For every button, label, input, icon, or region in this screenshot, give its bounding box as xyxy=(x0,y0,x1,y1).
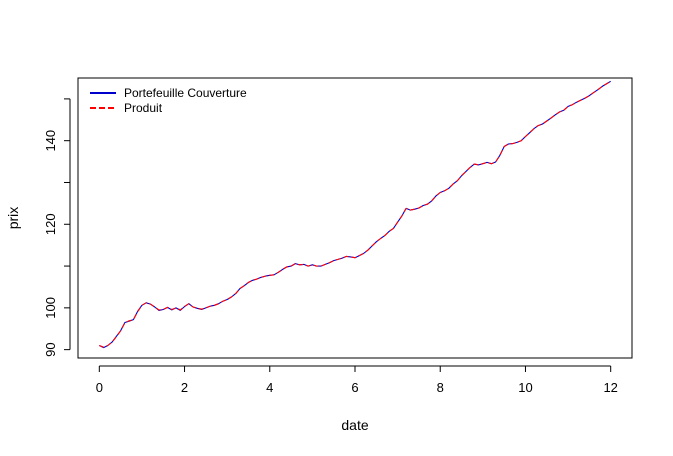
x-tick-label: 10 xyxy=(518,380,532,395)
y-tick-label: 100 xyxy=(43,297,58,319)
y-axis-title: prix xyxy=(5,207,21,230)
x-tick-label: 0 xyxy=(96,380,103,395)
y-tick-label: 120 xyxy=(43,213,58,235)
x-tick-label: 2 xyxy=(181,380,188,395)
plot-frame xyxy=(77,77,633,359)
y-tick-label: 140 xyxy=(43,130,58,152)
legend-label: Portefeuille Couverture xyxy=(124,86,247,100)
x-tick-label: 12 xyxy=(603,380,617,395)
x-tick-label: 6 xyxy=(351,380,358,395)
series-line-produit xyxy=(99,80,611,348)
series-line-portefeuille-couverture xyxy=(99,80,611,349)
x-axis: 0 2 4 6 8 10 12 xyxy=(96,365,618,395)
y-tick-label: 90 xyxy=(43,342,58,356)
legend-label: Produit xyxy=(124,101,163,115)
x-tick-label: 4 xyxy=(266,380,273,395)
series-layer xyxy=(99,80,611,349)
x-tick-label: 8 xyxy=(437,380,444,395)
x-axis-title: date xyxy=(341,417,368,433)
y-axis: 90 100 120 140 xyxy=(43,98,71,357)
